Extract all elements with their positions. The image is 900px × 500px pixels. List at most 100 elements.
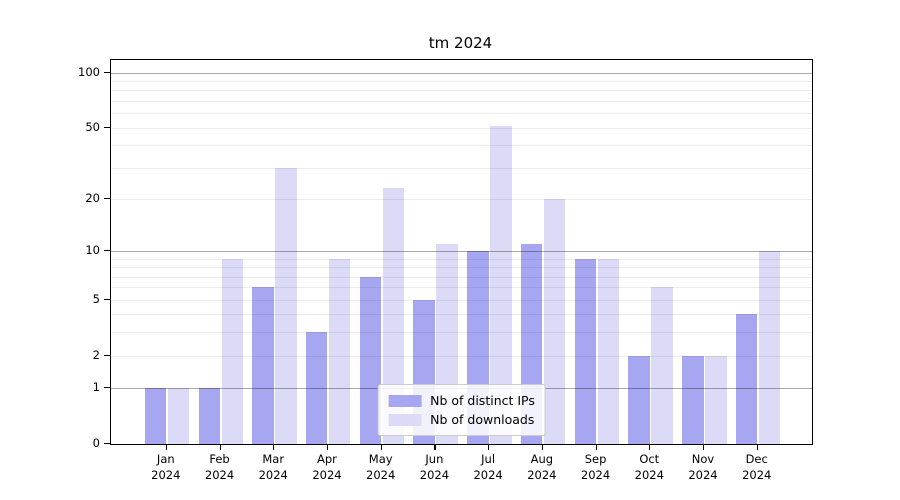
gridline-y-7 xyxy=(111,276,812,278)
x-tick-mark-sep xyxy=(595,444,597,450)
x-tick-month: Dec xyxy=(745,452,768,466)
bar-distinct-ips-sep xyxy=(574,258,597,444)
legend-label: Nb of downloads xyxy=(430,412,535,427)
x-tick-month: Jan xyxy=(156,452,175,466)
y-tick-label-50: 50 xyxy=(85,119,100,134)
bar-downloads-feb xyxy=(221,258,244,444)
gridline-y-80 xyxy=(111,90,812,92)
x-tick-year: 2024 xyxy=(527,468,557,482)
legend-label: Nb of distinct IPs xyxy=(430,393,535,408)
y-tick-mark-20 xyxy=(104,197,110,200)
gridline-y-40 xyxy=(111,145,812,147)
y-tick-label-2: 2 xyxy=(92,347,100,362)
x-tick-month: Nov xyxy=(691,452,715,466)
y-tick-mark-5 xyxy=(104,298,110,300)
gridline-y-6 xyxy=(111,287,812,289)
x-tick-label-nov: Nov 2024 xyxy=(673,451,733,483)
y-tick-mark-2 xyxy=(104,354,110,356)
x-tick-year: 2024 xyxy=(634,468,664,482)
bar-downloads-nov xyxy=(705,355,727,444)
x-tick-month: Oct xyxy=(639,452,660,466)
bar-distinct-ips-oct xyxy=(628,355,650,444)
x-tick-label-dec: Dec 2024 xyxy=(727,451,787,483)
bar-distinct-ips-dec xyxy=(735,314,758,444)
x-tick-mark-jul xyxy=(488,444,490,450)
x-tick-label-oct: Oct 2024 xyxy=(619,451,679,483)
y-tick-mark-100 xyxy=(104,71,110,73)
gridline-y-50 xyxy=(111,127,812,129)
gridline-y-20 xyxy=(111,198,812,200)
x-tick-month: Sep xyxy=(584,452,607,466)
x-tick-mark-apr xyxy=(326,444,329,450)
x-tick-month: May xyxy=(368,452,393,466)
bar-downloads-may xyxy=(382,188,405,444)
x-tick-year: 2024 xyxy=(473,468,503,482)
x-tick-label-jan: Jan 2024 xyxy=(136,451,196,483)
bar-downloads-apr xyxy=(328,258,351,444)
legend-swatch-nb-of-distinct-ips xyxy=(388,394,422,407)
gridline-y-2 xyxy=(111,355,812,357)
y-tick-label-1: 1 xyxy=(92,380,100,395)
bar-downloads-mar xyxy=(275,167,297,444)
x-tick-label-jun: Jun 2024 xyxy=(404,451,464,483)
x-tick-label-jul: Jul 2024 xyxy=(458,451,518,483)
x-tick-label-may: May 2024 xyxy=(351,451,411,483)
x-tick-mark-feb xyxy=(219,444,221,450)
x-tick-label-sep: Sep 2024 xyxy=(566,451,626,483)
bar-downloads-aug xyxy=(543,198,566,444)
gridline-y-9 xyxy=(111,258,812,260)
y-tick-label-5: 5 xyxy=(92,291,100,306)
x-tick-year: 2024 xyxy=(742,468,772,482)
bar-downloads-jul xyxy=(490,125,512,444)
y-tick-mark-0 xyxy=(104,443,110,445)
bar-distinct-ips-apr xyxy=(305,332,328,444)
gridline-y-10 xyxy=(111,250,812,252)
y-tick-label-20: 20 xyxy=(85,190,100,205)
x-tick-month: Jul xyxy=(481,452,496,466)
bar-distinct-ips-mar xyxy=(252,287,274,444)
y-tick-label-10: 10 xyxy=(85,242,100,257)
gridline-y-90 xyxy=(111,80,812,82)
gridline-y-5 xyxy=(111,299,812,301)
x-tick-year: 2024 xyxy=(151,468,181,482)
x-tick-mark-oct xyxy=(649,444,651,450)
x-tick-month: Mar xyxy=(262,452,285,466)
gridline-y-8 xyxy=(111,267,812,269)
y-tick-mark-10 xyxy=(104,249,110,252)
x-tick-month: Aug xyxy=(530,452,554,466)
bar-distinct-ips-nov xyxy=(682,355,704,444)
bar-downloads-dec xyxy=(758,250,781,444)
legend: Nb of distinct IPs Nb of downloads xyxy=(377,384,546,436)
gridline-y-3 xyxy=(111,332,812,334)
x-tick-label-apr: Apr 2024 xyxy=(297,451,357,483)
bar-downloads-jan xyxy=(167,388,190,444)
x-tick-month: Apr xyxy=(317,452,337,466)
plot-area: Nb of distinct IPs Nb of downloads xyxy=(110,59,813,445)
x-tick-mark-dec xyxy=(756,444,758,450)
gridline-y-4 xyxy=(111,314,812,316)
x-tick-year: 2024 xyxy=(312,468,342,482)
bar-distinct-ips-feb xyxy=(198,388,221,444)
gridline-y-60 xyxy=(111,113,812,115)
y-tick-mark-50 xyxy=(104,126,110,128)
bar-distinct-ips-jan xyxy=(144,388,167,444)
bar-distinct-ips-may xyxy=(359,276,382,444)
gridline-y-70 xyxy=(111,100,812,102)
y-tick-mark-1 xyxy=(104,387,110,389)
x-tick-mark-nov xyxy=(703,444,705,450)
x-tick-label-mar: Mar 2024 xyxy=(243,451,303,483)
x-tick-year: 2024 xyxy=(204,468,235,482)
y-tick-label-100: 100 xyxy=(78,64,100,79)
x-tick-label-feb: Feb 2024 xyxy=(190,451,250,483)
x-tick-mark-may xyxy=(380,444,382,450)
x-tick-mark-mar xyxy=(273,444,275,450)
y-tick-label-0: 0 xyxy=(92,436,100,450)
x-tick-year: 2024 xyxy=(419,468,450,482)
bar-downloads-sep xyxy=(597,258,620,444)
x-tick-year: 2024 xyxy=(258,468,288,482)
x-tick-year: 2024 xyxy=(688,468,718,482)
gridline-y-30 xyxy=(111,167,812,169)
bar-downloads-oct xyxy=(651,287,673,444)
x-tick-year: 2024 xyxy=(366,468,396,482)
